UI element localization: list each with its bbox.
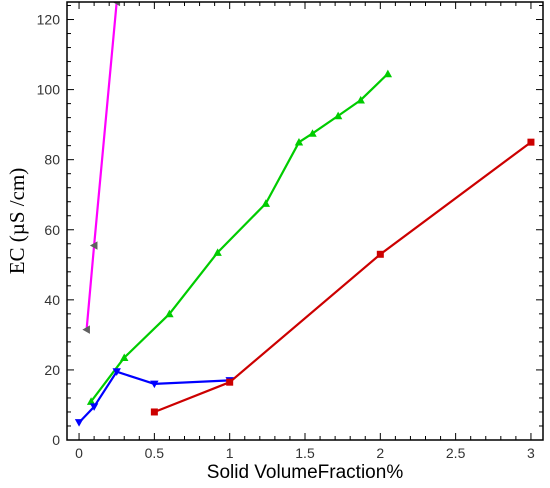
data-point xyxy=(89,403,99,411)
y-tick-label: 20 xyxy=(44,362,60,378)
data-point xyxy=(89,241,98,250)
x-tick-label: 0.5 xyxy=(145,445,165,461)
series-line xyxy=(153,141,532,414)
plot-frame xyxy=(66,1,544,441)
x-tick-label: 0 xyxy=(75,445,83,461)
series-2 xyxy=(74,368,234,427)
x-tick-label: 2.5 xyxy=(446,445,466,461)
series-0 xyxy=(82,2,121,334)
y-tick-label: 0 xyxy=(52,432,60,448)
series-line xyxy=(90,73,389,403)
data-point xyxy=(86,397,96,405)
x-tick-label: 2 xyxy=(376,445,384,461)
data-point xyxy=(120,353,129,362)
data-point xyxy=(74,419,84,427)
series-3 xyxy=(150,138,535,416)
data-point xyxy=(294,137,304,146)
data-point xyxy=(82,325,90,334)
data-point xyxy=(213,248,222,256)
data-point xyxy=(112,2,121,7)
x-tick-label: 1 xyxy=(226,445,234,461)
series-1 xyxy=(86,69,393,405)
data-point xyxy=(261,199,271,207)
data-point xyxy=(527,138,535,146)
y-tick-label: 100 xyxy=(37,82,61,98)
series-layer xyxy=(74,2,535,427)
series-line xyxy=(85,2,118,330)
data-point xyxy=(165,309,174,318)
y-tick-label: 40 xyxy=(44,292,60,308)
y-axis-title: EC (µS /cm) xyxy=(5,168,29,275)
x-tick-label: 3 xyxy=(527,445,535,461)
axis-layer: 0 0.5 1 1.5 2 2.5 3 0 20 40 60 80 100 120 xyxy=(37,2,543,461)
data-point xyxy=(376,250,384,258)
x-axis-title: Solid VolumeFraction% xyxy=(207,462,404,483)
data-point xyxy=(308,129,317,137)
data-point xyxy=(150,380,159,389)
data-point xyxy=(226,378,234,386)
y-tick-label: 60 xyxy=(44,222,60,238)
data-point xyxy=(112,368,121,376)
y-tick-label: 80 xyxy=(44,152,60,168)
data-point xyxy=(383,69,393,78)
data-point xyxy=(150,408,158,416)
x-tick-label: 1.5 xyxy=(295,445,315,461)
data-point xyxy=(333,111,343,120)
y-tick-label: 120 xyxy=(37,12,61,28)
data-point xyxy=(356,95,365,104)
